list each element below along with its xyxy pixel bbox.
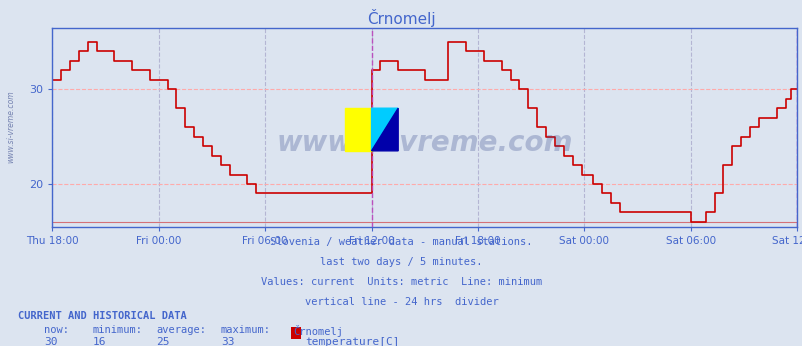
Text: maximum:: maximum:: [221, 325, 270, 335]
Text: vertical line - 24 hrs  divider: vertical line - 24 hrs divider: [304, 297, 498, 307]
Polygon shape: [371, 108, 398, 151]
Text: minimum:: minimum:: [92, 325, 142, 335]
Text: www.si-vreme.com: www.si-vreme.com: [276, 129, 573, 157]
Text: Črnomelj: Črnomelj: [293, 325, 342, 337]
Text: 16: 16: [92, 337, 106, 346]
Text: last two days / 5 minutes.: last two days / 5 minutes.: [320, 257, 482, 267]
Text: now:: now:: [44, 325, 69, 335]
Text: 30: 30: [44, 337, 58, 346]
Text: temperature[C]: temperature[C]: [305, 337, 399, 346]
Text: CURRENT AND HISTORICAL DATA: CURRENT AND HISTORICAL DATA: [18, 311, 186, 321]
Text: Slovenia / weather data - manual stations.: Slovenia / weather data - manual station…: [270, 237, 532, 247]
Text: Črnomelj: Črnomelj: [367, 9, 435, 27]
Text: 33: 33: [221, 337, 234, 346]
Text: Values: current  Units: metric  Line: minimum: Values: current Units: metric Line: mini…: [261, 277, 541, 287]
Text: www.si-vreme.com: www.si-vreme.com: [6, 91, 16, 163]
Text: average:: average:: [156, 325, 206, 335]
Bar: [345, 108, 371, 151]
Polygon shape: [371, 108, 398, 151]
Text: 25: 25: [156, 337, 170, 346]
